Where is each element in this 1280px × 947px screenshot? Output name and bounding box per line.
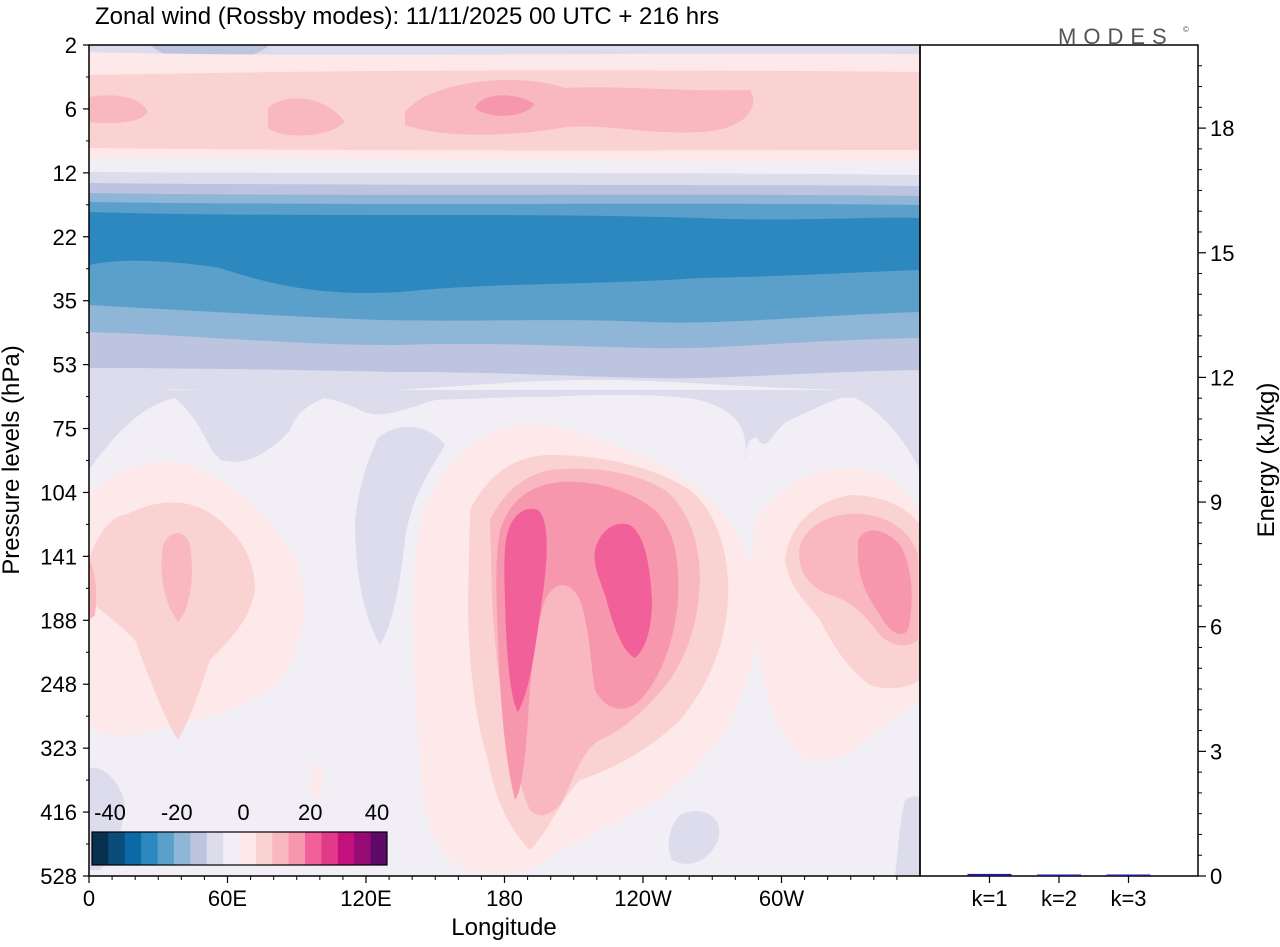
colorbar-swatch xyxy=(288,832,306,865)
x-tick-label: 180 xyxy=(486,886,523,911)
y-tick-label: 416 xyxy=(40,800,77,825)
colorbar-swatch xyxy=(305,832,322,865)
y-axis-label: Pressure levels (hPa) xyxy=(0,345,25,574)
colorbar-label: 0 xyxy=(237,800,249,825)
y-tick-label: 141 xyxy=(40,544,77,569)
y-tick-label: 75 xyxy=(53,417,77,442)
y-tick-label: 35 xyxy=(53,289,77,314)
colorbar-swatch xyxy=(272,832,290,865)
energy-bar xyxy=(1037,874,1081,876)
colorbar-swatch xyxy=(239,832,257,865)
y-tick-label: 53 xyxy=(53,353,77,378)
colorbar-swatch xyxy=(124,832,142,865)
stratospheric-bands xyxy=(89,45,920,393)
x-tick-label: 120W xyxy=(614,886,672,911)
energy-tick-label: 9 xyxy=(1210,490,1222,515)
colorbar-swatch xyxy=(223,832,240,865)
colorbar-swatch xyxy=(173,832,191,865)
colorbar-label: -20 xyxy=(161,800,193,825)
x-axis-label: Longitude xyxy=(451,914,556,941)
x-tick-label: 120E xyxy=(340,886,391,911)
colorbar-swatch xyxy=(190,832,208,865)
colorbar-label: 20 xyxy=(298,800,322,825)
colorbar-swatch xyxy=(255,832,273,865)
colorbar-swatch xyxy=(337,832,355,865)
y-tick-label: 104 xyxy=(40,480,77,505)
y-tick-label: 22 xyxy=(53,225,77,250)
x-tick-label: 60E xyxy=(208,886,247,911)
x-axis-ticks: 0 60E 120E 180 120W 60W xyxy=(83,876,898,911)
colorbar-swatch xyxy=(157,832,175,865)
x-tick-label: 60W xyxy=(759,886,804,911)
x-tick-label: 0 xyxy=(83,886,95,911)
energy-tick-label: 6 xyxy=(1210,615,1222,640)
energy-x-label: k=3 xyxy=(1110,886,1146,911)
energy-axis-label: Energy (kJ/kg) xyxy=(1253,383,1280,538)
y-tick-label: 2 xyxy=(65,33,77,58)
energy-tick-label: 3 xyxy=(1210,739,1222,764)
colorbar-swatch xyxy=(141,832,159,865)
energy-axis-ticks: 0 3 6 9 12 15 18 xyxy=(1198,65,1234,889)
colorbar-swatch xyxy=(108,832,126,865)
energy-tick-label: 15 xyxy=(1210,241,1234,266)
y-tick-label: 248 xyxy=(40,672,77,697)
energy-x-label: k=1 xyxy=(971,886,1007,911)
y-tick-label: 528 xyxy=(40,864,77,889)
y-tick-label: 12 xyxy=(53,161,77,186)
energy-tick-label: 0 xyxy=(1210,864,1222,889)
bar-panel-frame xyxy=(919,44,1199,877)
colorbar-label: -40 xyxy=(94,800,126,825)
contour-map xyxy=(89,45,920,876)
colorbar-swatch xyxy=(321,832,339,865)
copyright-icon: © xyxy=(1183,25,1189,34)
colorbar-swatch xyxy=(92,832,109,865)
energy-bar xyxy=(967,873,1012,876)
chart-title: Zonal wind (Rossby modes): 11/11/2025 00… xyxy=(95,3,719,30)
colorbar-labels: -40 -20 0 20 40 xyxy=(94,800,389,825)
colorbar-swatch xyxy=(370,832,388,865)
colorbar-label: 40 xyxy=(365,800,389,825)
y-tick-label: 6 xyxy=(65,97,77,122)
energy-bars: k=1 k=2 k=3 xyxy=(967,873,1151,911)
energy-x-label: k=2 xyxy=(1041,886,1077,911)
colorbar-swatch xyxy=(354,832,372,865)
y-axis-ticks: 2 6 12 22 35 53 75 104 141 188 248 323 416 528 xyxy=(40,33,89,889)
colorbar xyxy=(91,831,388,866)
energy-tick-label: 18 xyxy=(1210,116,1234,141)
y-tick-label: 323 xyxy=(40,736,77,761)
colorbar-swatch xyxy=(206,832,224,865)
colorbar-frame xyxy=(91,831,388,866)
y-tick-label: 188 xyxy=(40,608,77,633)
energy-tick-label: 12 xyxy=(1210,365,1234,390)
tropospheric-features xyxy=(89,380,920,876)
energy-bar xyxy=(1106,874,1151,876)
